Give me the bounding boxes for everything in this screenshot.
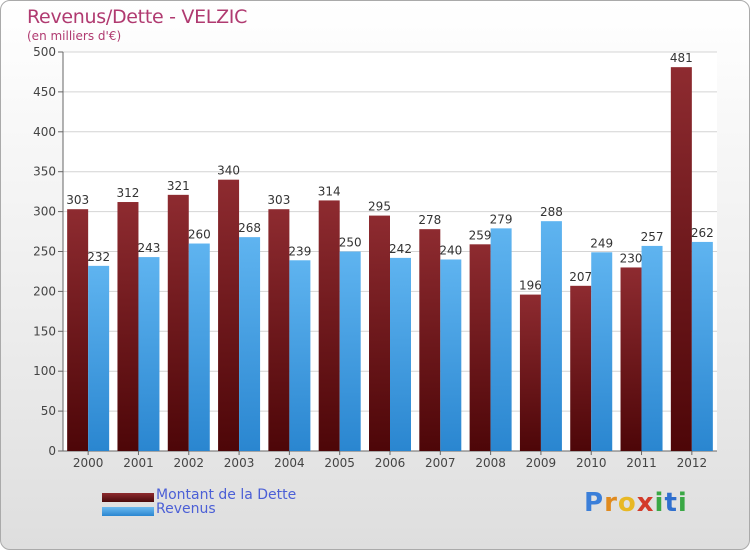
bar-debt <box>369 215 390 451</box>
bar-revenue <box>591 252 613 451</box>
data-label-debt: 321 <box>167 179 190 193</box>
logo-letter: i <box>677 488 688 518</box>
data-label-revenue: 279 <box>490 212 513 226</box>
data-label-debt: 340 <box>217 164 240 178</box>
bar-revenue <box>88 265 110 451</box>
data-label-revenue: 262 <box>691 226 714 240</box>
data-label-debt: 303 <box>267 193 290 207</box>
data-label-debt: 278 <box>418 213 441 227</box>
logo-letter: P <box>584 488 605 518</box>
bar-revenue <box>490 228 512 451</box>
data-label-revenue: 232 <box>87 250 110 264</box>
bar-debt <box>419 229 441 451</box>
x-tick-label: 2000 <box>73 456 104 470</box>
x-tick-label: 2010 <box>576 456 607 470</box>
bar-revenue <box>239 237 261 451</box>
y-tick-label: 0 <box>48 444 56 458</box>
data-label-debt: 295 <box>368 200 391 214</box>
x-tick-label: 2007 <box>425 456 456 470</box>
data-label-debt: 230 <box>620 251 643 265</box>
x-tick-label: 2003 <box>224 456 255 470</box>
legend-label-debt: Montant de la Dette <box>156 487 297 503</box>
bar-debt <box>67 209 89 451</box>
bar-debt <box>268 209 290 451</box>
data-label-revenue: 257 <box>641 230 664 244</box>
bar-revenue <box>188 243 210 451</box>
data-label-debt: 196 <box>519 279 542 293</box>
data-label-revenue: 243 <box>138 241 161 255</box>
x-tick-label: 2006 <box>375 456 406 470</box>
bar-revenue <box>540 221 562 451</box>
bar-revenue <box>339 251 361 451</box>
x-tick-label: 2001 <box>123 456 154 470</box>
bar-debt <box>218 179 240 451</box>
logo-letter: t <box>664 488 678 518</box>
bar-debt <box>318 200 340 451</box>
x-tick-label: 2005 <box>324 456 355 470</box>
x-tick-label: 2011 <box>626 456 657 470</box>
y-tick-label: 50 <box>41 404 56 418</box>
bar-debt <box>167 194 189 452</box>
bar-debt <box>670 67 692 452</box>
bar-debt <box>117 202 139 451</box>
logo-letter: x <box>636 488 655 518</box>
x-tick-label: 2009 <box>526 456 557 470</box>
x-tick-label: 2012 <box>677 456 708 470</box>
logo-letter: r <box>604 488 618 518</box>
data-label-revenue: 288 <box>540 205 563 219</box>
bar-debt <box>469 244 491 451</box>
bar-revenue <box>691 241 713 451</box>
y-tick-label: 500 <box>33 45 56 59</box>
data-label-revenue: 260 <box>188 228 211 242</box>
chart-title: Revenus/Dette - VELZIC <box>27 6 248 28</box>
logo-letter: o <box>617 488 637 518</box>
data-label-debt: 303 <box>66 193 89 207</box>
proxiti-logo: Proxiti <box>584 488 688 518</box>
data-label-revenue: 240 <box>439 243 462 257</box>
bar-debt <box>620 267 642 451</box>
x-tick-label: 2008 <box>475 456 506 470</box>
y-tick-label: 250 <box>33 245 56 259</box>
bar-revenue <box>138 257 160 451</box>
bar-revenue <box>641 245 663 451</box>
y-tick-label: 300 <box>33 205 56 219</box>
bar-revenue <box>390 257 411 451</box>
y-tick-label: 200 <box>33 284 56 298</box>
data-label-revenue: 268 <box>238 221 261 235</box>
x-tick-label: 2004 <box>274 456 305 470</box>
legend-swatch-debt <box>102 493 154 502</box>
bar-debt <box>570 285 592 451</box>
data-label-debt: 314 <box>318 184 341 198</box>
legend-swatch-revenue <box>102 507 154 516</box>
y-tick-label: 450 <box>33 85 56 99</box>
bar-debt <box>519 294 541 451</box>
data-label-revenue: 239 <box>288 244 311 258</box>
data-label-revenue: 250 <box>339 236 362 250</box>
y-tick-label: 400 <box>33 125 56 139</box>
data-label-debt: 312 <box>117 186 140 200</box>
y-tick-label: 100 <box>33 364 56 378</box>
bar-revenue <box>440 259 462 451</box>
data-label-debt: 259 <box>469 228 492 242</box>
x-tick-label: 2002 <box>173 456 204 470</box>
data-label-debt: 481 <box>670 51 693 65</box>
data-label-revenue: 249 <box>590 236 613 250</box>
bar-revenue <box>289 260 311 451</box>
chart-subtitle: (en milliers d'€) <box>27 29 122 43</box>
data-label-debt: 207 <box>569 270 592 284</box>
logo-letter: i <box>654 488 665 518</box>
y-tick-label: 350 <box>33 165 56 179</box>
legend-label-revenue: Revenus <box>156 501 216 517</box>
data-label-revenue: 242 <box>389 242 412 256</box>
y-tick-label: 150 <box>33 324 56 338</box>
